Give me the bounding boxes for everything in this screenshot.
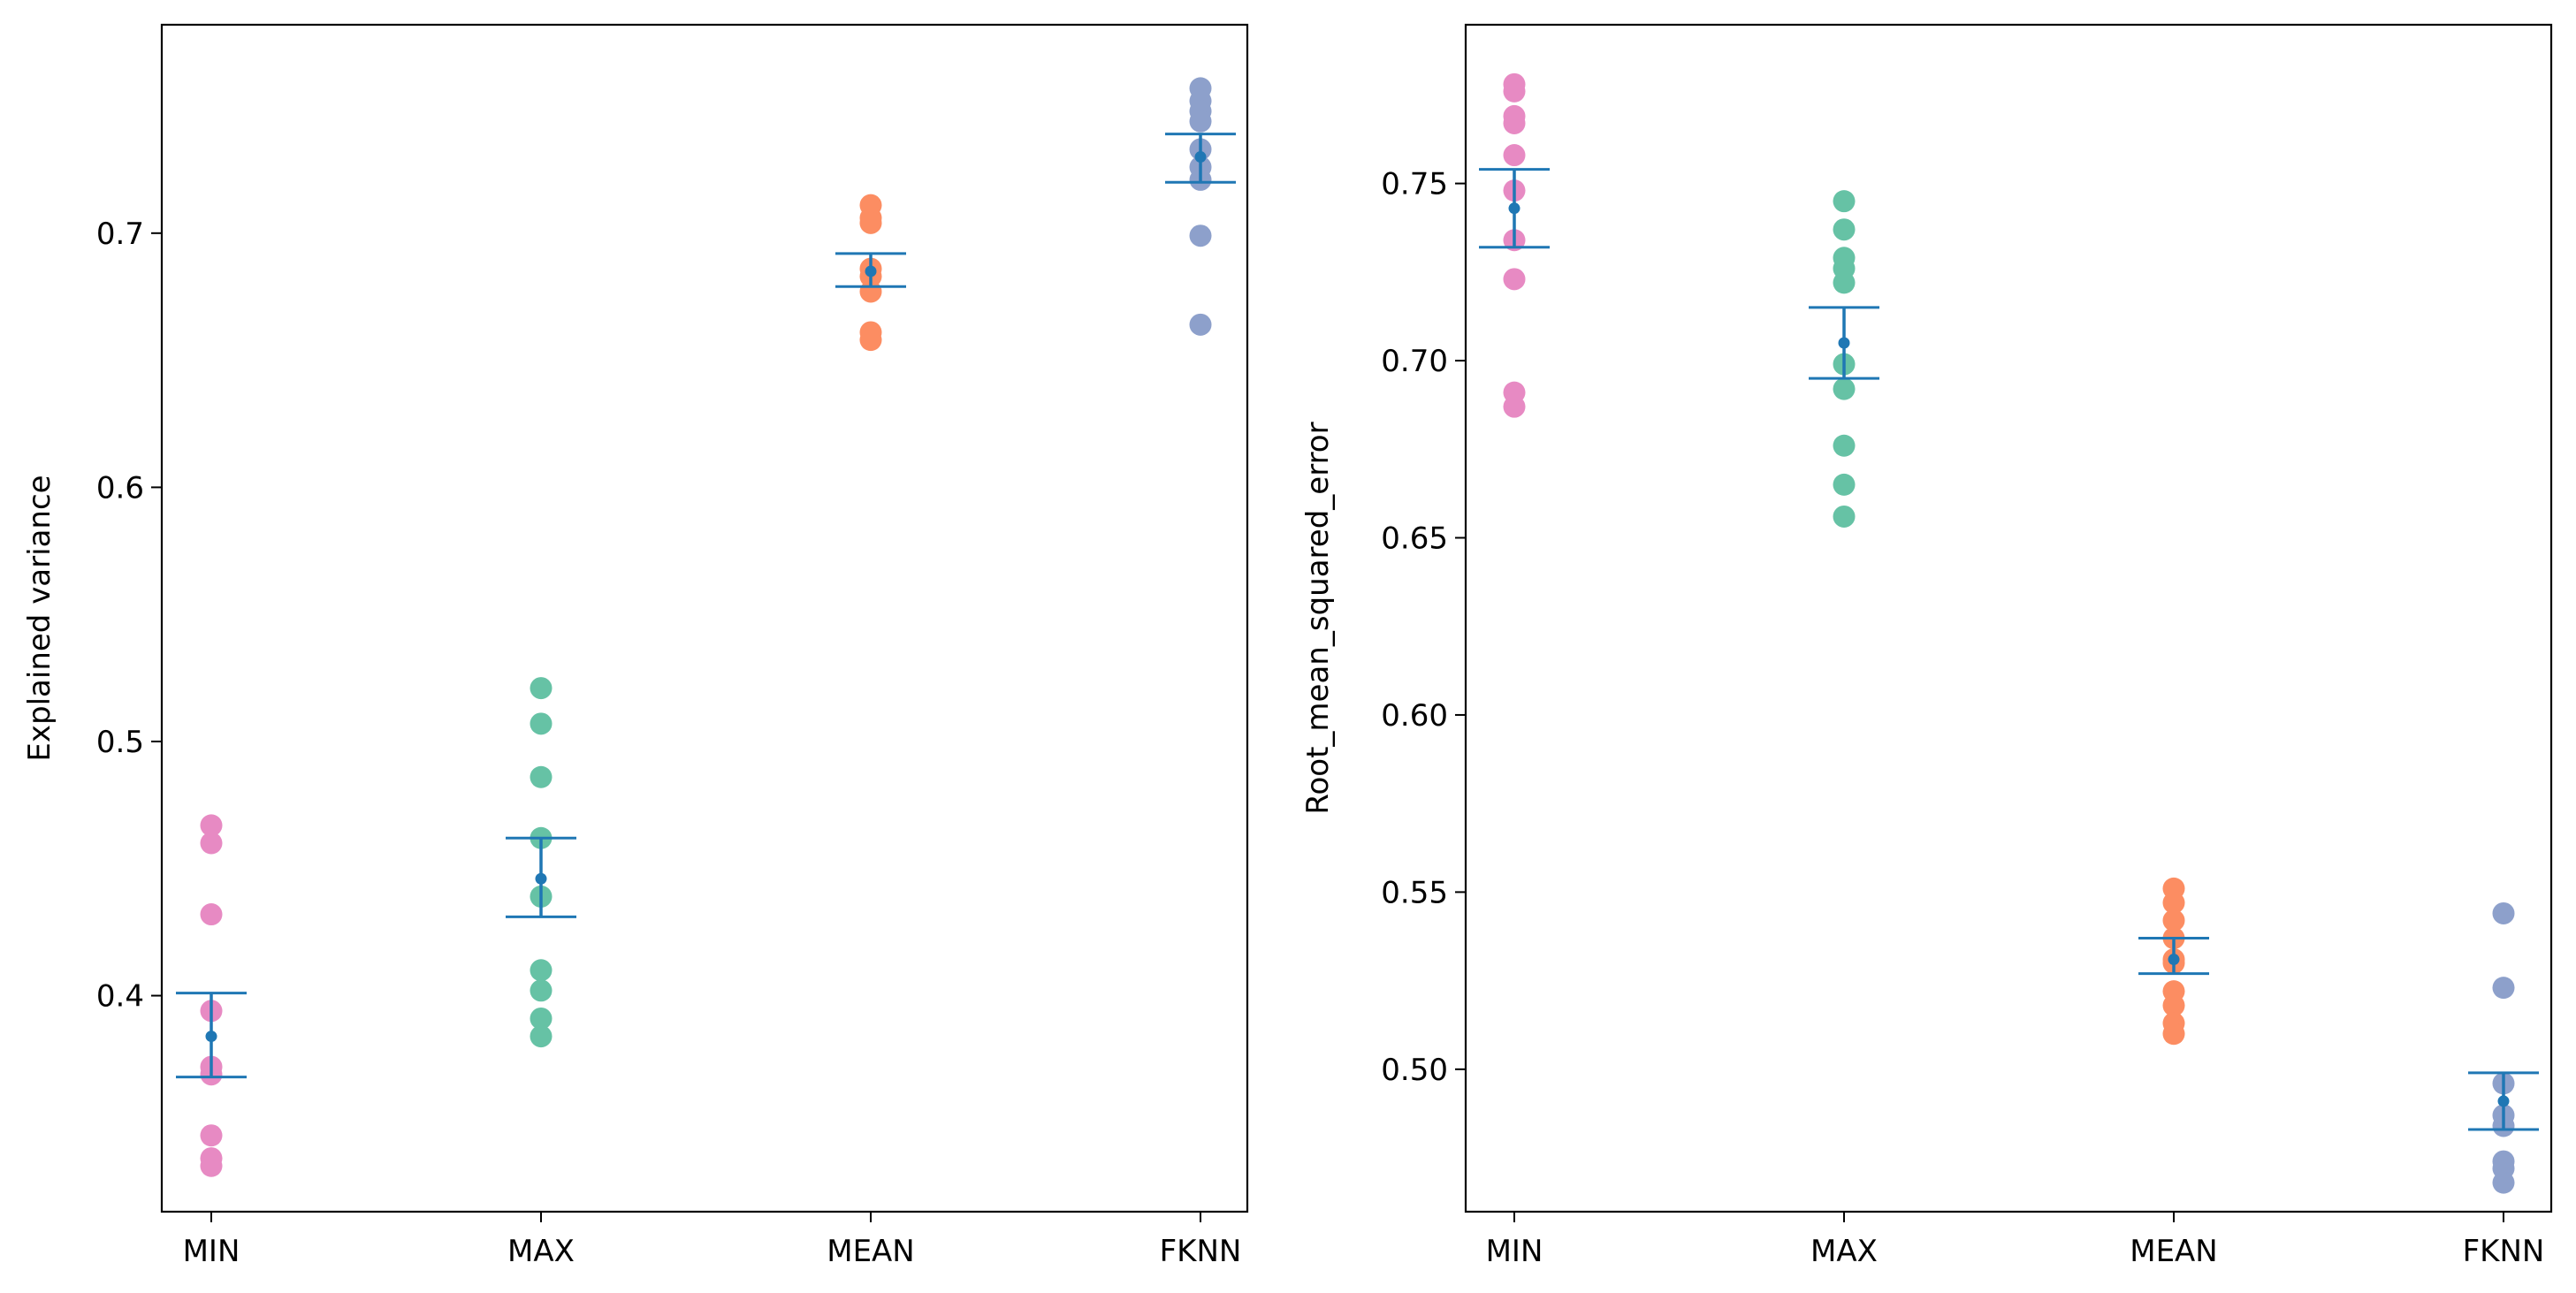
y-tick-label: 0.5 [96,725,144,760]
mean-marker [1508,202,1520,215]
data-point-fknn [2492,1171,2515,1194]
data-point-min [200,814,223,837]
mean-marker [1838,337,1850,349]
data-point-fknn [2492,901,2515,924]
data-point-mean [2162,994,2185,1017]
y-axis-label: Root_mean_squared_error [1300,422,1336,814]
x-tick-label: MAX [1810,1234,1878,1269]
data-point-fknn [1189,110,1212,133]
y-tick-label: 0.7 [96,217,144,252]
data-point-mean [2162,891,2185,914]
data-point-max [530,712,553,735]
data-point-max [1833,271,1856,294]
y-tick-label: 0.55 [1381,875,1448,910]
y-tick-label: 0.60 [1381,698,1448,734]
x-tick-label: MEAN [2130,1234,2218,1269]
mean-marker [535,872,547,885]
data-point-mean [2162,1023,2185,1046]
data-point-max [1833,190,1856,213]
x-tick-label: MEAN [827,1234,915,1269]
data-point-min [200,1154,223,1177]
data-point-fknn [1189,224,1212,247]
y-tick-label: 0.50 [1381,1053,1448,1088]
data-point-mean [859,329,882,352]
data-point-min [1503,80,1526,103]
mean-marker [2497,1095,2510,1107]
y-axis-label: Explained variance [22,475,57,761]
data-point-max [530,1025,553,1048]
y-tick-label: 0.70 [1381,344,1448,379]
mean-marker [2168,954,2180,966]
data-point-min [1503,111,1526,134]
data-point-max [530,979,553,1002]
data-point-max [1833,218,1856,241]
data-point-max [530,765,553,788]
data-point-fknn [1189,313,1212,336]
y-tick-label: 0.4 [96,979,144,1015]
data-point-max [1833,377,1856,400]
right-panel-rmse: 0.50 0.55 0.60 0.65 0.70 0.75 MIN MAX MEAN FKNN Ro… [1300,23,2553,1269]
data-point-min [200,1124,223,1147]
data-point-mean [2162,909,2185,932]
axes-frame [160,23,1249,1213]
data-point-max [530,959,553,982]
data-point-min [1503,395,1526,418]
mean-marker [865,265,877,278]
data-point-min [1503,268,1526,291]
mean-marker [205,1031,217,1043]
x-tick-label: MAX [507,1234,575,1269]
x-tick-label: MIN [183,1234,240,1269]
data-point-min [200,832,223,855]
data-point-mean [859,211,882,234]
y-tick-label: 0.65 [1381,521,1448,556]
left-panel-explained-variance: 0.4 0.5 0.6 0.7 MIN MAX MEAN FKNN Explained vari… [22,23,1249,1269]
y-tick-label: 0.6 [96,470,144,506]
data-point-min [200,903,223,926]
x-tick-label: FKNN [2463,1234,2545,1269]
mean-marker [1194,151,1207,164]
data-point-min [1503,144,1526,167]
data-point-max [1833,473,1856,496]
y-tick-label: 0.75 [1381,167,1448,202]
data-point-fknn [2492,977,2515,1000]
data-point-max [530,1007,553,1030]
data-point-max [530,677,553,700]
x-tick-label: FKNN [1160,1234,1242,1269]
data-point-max [1833,505,1856,528]
data-point-max [1833,434,1856,457]
x-tick-label: MIN [1486,1234,1543,1269]
axes-frame [1464,23,2553,1213]
